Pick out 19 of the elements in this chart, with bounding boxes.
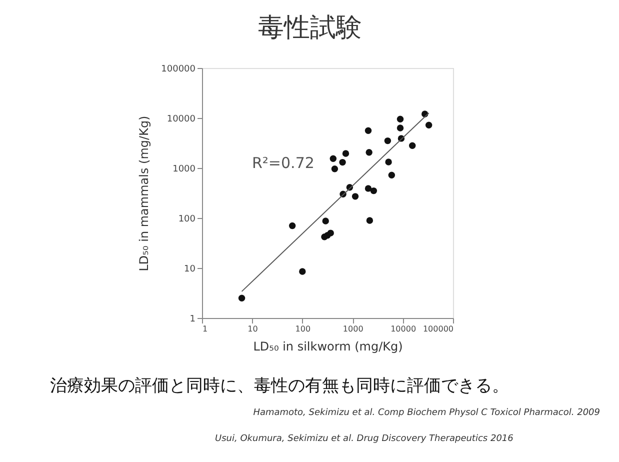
- chart-title: 毒性試験: [258, 13, 362, 43]
- text: 治療効果の評価と同時に、毒性の有無も同時に評価できる。: [50, 376, 509, 396]
- y-tick-label: 10000: [166, 114, 196, 124]
- x-tick-label: 100000: [422, 324, 454, 334]
- text: Hamamoto, Sekimizu et al. Comp Biochem Physol C Toxicol Pharmacol. 2009: [253, 408, 600, 418]
- x-tick-label: 10: [248, 324, 258, 334]
- x-tick-label: 100: [295, 324, 311, 334]
- y-tick-label: 10: [184, 264, 196, 274]
- y-tick-label: 1: [190, 314, 196, 324]
- text: Usui, Okumura, Sekimizu et al. Drug Discovery Therapeutics 2016: [215, 434, 514, 444]
- annotation: R²=0.72: [252, 154, 314, 172]
- y-axis-title: LD₅₀ in mammals (mg/Kg): [137, 116, 152, 272]
- x-tick-label: 1000: [342, 324, 364, 334]
- y-tick-label: 100000: [161, 64, 196, 74]
- x-axis-title: LD₅₀ in silkworm (mg/Kg): [253, 340, 403, 354]
- y-tick-label: 100: [178, 214, 196, 224]
- y-tick-label: 1000: [172, 164, 196, 174]
- x-tick-label: 1: [202, 324, 208, 334]
- x-tick-label: 10000: [390, 324, 416, 334]
